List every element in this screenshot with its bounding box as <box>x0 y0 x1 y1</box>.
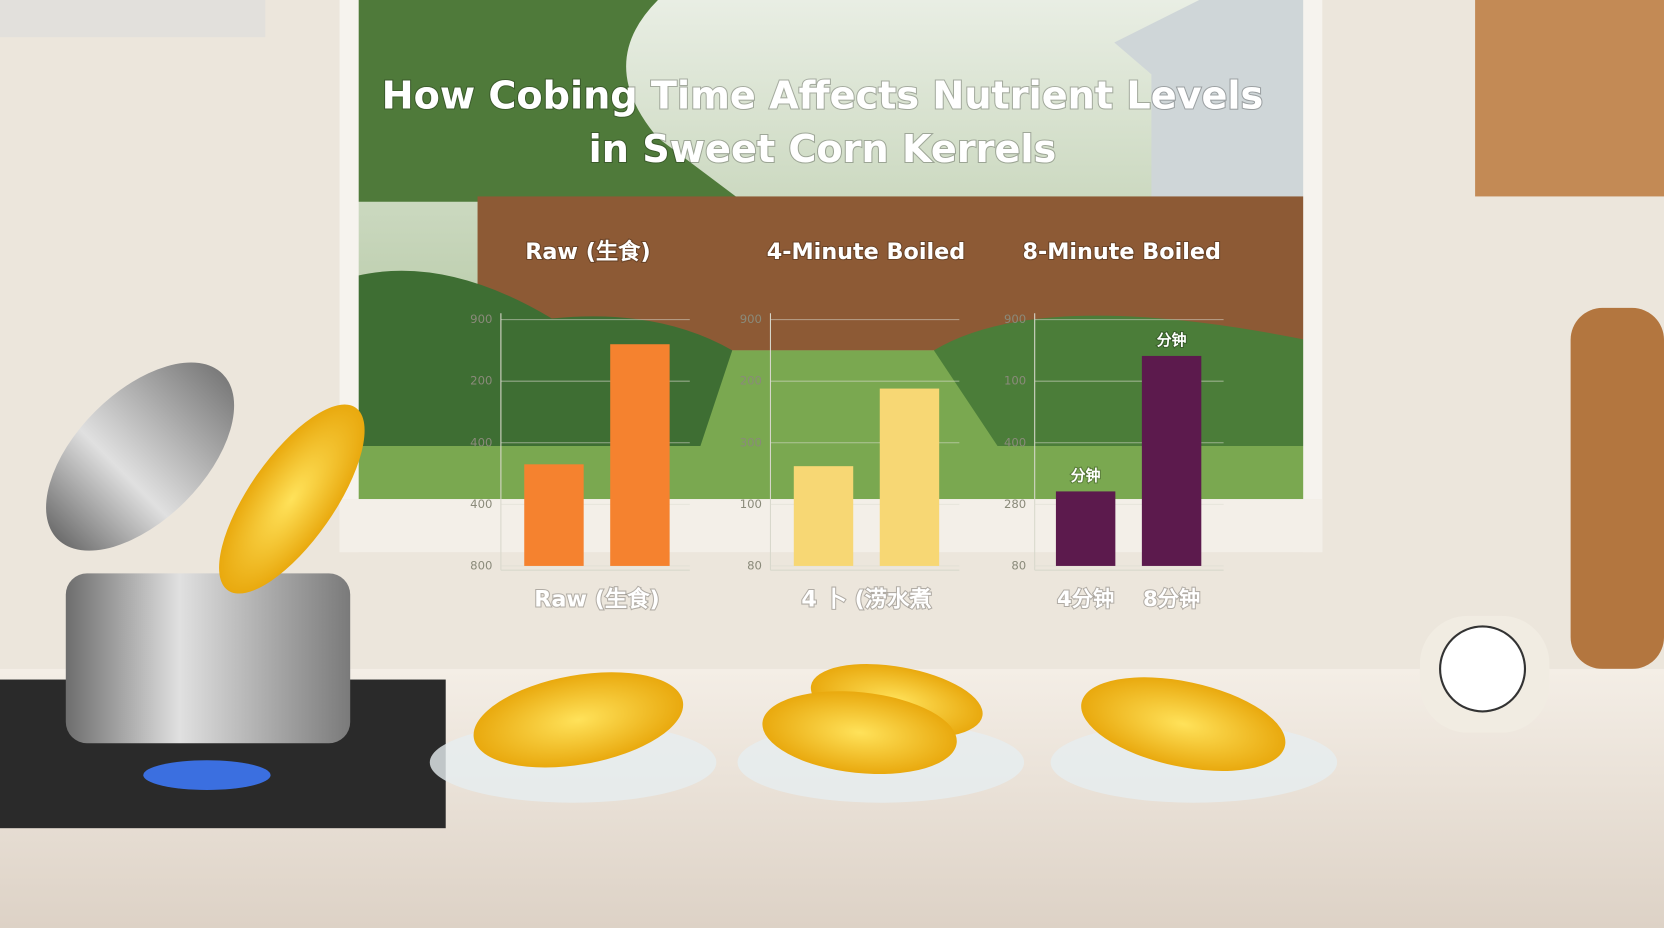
x-axis-label: 4 卜 (涝水煮 <box>801 586 931 612</box>
cutting-board <box>1570 307 1664 669</box>
bar-annotation: 分钟 <box>1071 467 1101 485</box>
y-tick-label: 80 <box>747 558 762 572</box>
bar <box>524 464 584 566</box>
bar <box>1055 491 1116 566</box>
bar <box>1141 355 1202 566</box>
y-tick-label: 400 <box>1004 435 1026 449</box>
window-frame <box>1303 0 1323 553</box>
plates <box>429 664 1338 803</box>
y-tick-label: 900 <box>470 312 492 326</box>
trees <box>355 0 743 202</box>
bar <box>610 344 670 566</box>
y-tick-label: 400 <box>470 435 492 449</box>
title: How Cobing Time Affects Nutrient Levels i… <box>382 74 1264 171</box>
flame <box>143 760 271 790</box>
hood <box>0 0 266 38</box>
corn <box>219 404 365 594</box>
chart-subtitle: 8-Minute Boiled <box>1023 239 1221 265</box>
y-tick-label: 400 <box>470 497 492 511</box>
y-tick-label: 280 <box>1004 497 1026 511</box>
y-tick-label: 300 <box>740 435 762 449</box>
chart-subtitle: Raw (生食) <box>525 238 650 265</box>
pot <box>65 573 351 744</box>
x-tick-label: 4分钟 <box>1057 586 1114 612</box>
x-tick-label: 8分钟 <box>1143 586 1200 612</box>
y-tick-label: 800 <box>470 558 492 572</box>
y-tick-label: 900 <box>740 312 762 326</box>
bar <box>793 466 854 566</box>
bar <box>879 388 940 566</box>
chart-subtitle: 4-Minute Boiled <box>767 239 965 265</box>
y-tick-label: 100 <box>740 497 762 511</box>
pot-lid <box>46 362 235 551</box>
y-tick-label: 900 <box>1004 312 1026 326</box>
y-tick-label: 100 <box>1004 374 1026 388</box>
y-tick-label: 200 <box>470 374 492 388</box>
house <box>1114 0 1306 202</box>
bar-annotation: 分钟 <box>1157 331 1187 349</box>
y-tick-label: 200 <box>740 374 762 388</box>
x-axis-label: Raw (生食) <box>534 585 659 612</box>
cabinet <box>1475 0 1664 197</box>
timer-face <box>1439 625 1527 713</box>
y-tick-label: 80 <box>1011 558 1026 572</box>
